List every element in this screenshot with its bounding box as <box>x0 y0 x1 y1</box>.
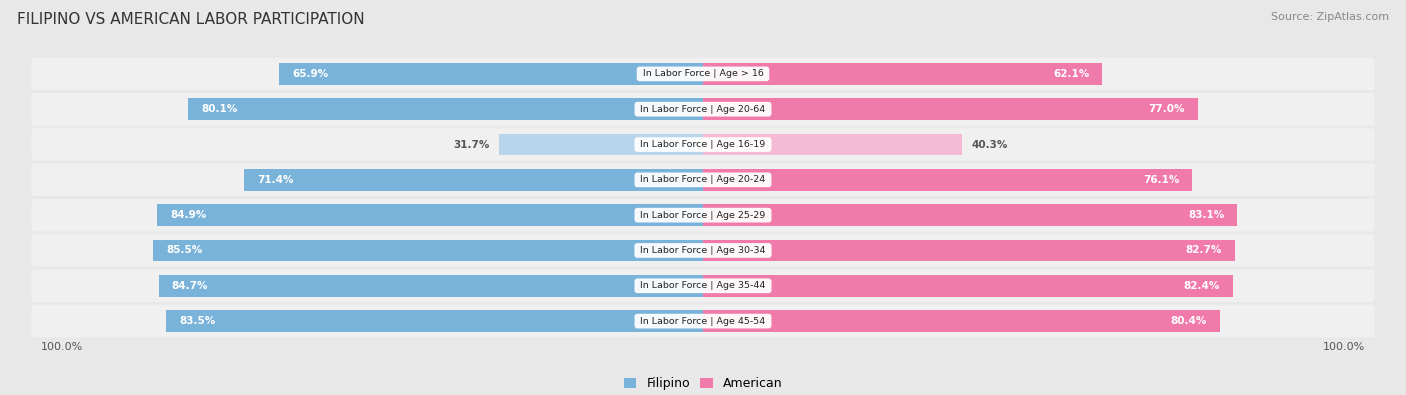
Bar <box>703 239 1234 261</box>
Text: 80.1%: 80.1% <box>201 104 238 114</box>
Text: In Labor Force | Age 16-19: In Labor Force | Age 16-19 <box>637 140 769 149</box>
Bar <box>703 275 1233 297</box>
Text: 76.1%: 76.1% <box>1143 175 1180 185</box>
Text: Source: ZipAtlas.com: Source: ZipAtlas.com <box>1271 12 1389 22</box>
FancyBboxPatch shape <box>31 128 1375 161</box>
Text: 80.4%: 80.4% <box>1171 316 1206 326</box>
Text: 83.1%: 83.1% <box>1188 210 1225 220</box>
Text: 100.0%: 100.0% <box>41 342 83 352</box>
Text: 71.4%: 71.4% <box>257 175 294 185</box>
FancyBboxPatch shape <box>31 269 1375 302</box>
Text: 40.3%: 40.3% <box>972 139 1008 150</box>
Text: In Labor Force | Age 35-44: In Labor Force | Age 35-44 <box>637 281 769 290</box>
Bar <box>703 134 962 156</box>
FancyBboxPatch shape <box>31 234 1375 267</box>
Bar <box>166 310 703 332</box>
Bar <box>159 275 703 297</box>
Text: FILIPINO VS AMERICAN LABOR PARTICIPATION: FILIPINO VS AMERICAN LABOR PARTICIPATION <box>17 12 364 27</box>
Legend: Filipino, American: Filipino, American <box>619 372 787 395</box>
Text: 62.1%: 62.1% <box>1053 69 1090 79</box>
Text: 31.7%: 31.7% <box>453 139 489 150</box>
Text: In Labor Force | Age 45-54: In Labor Force | Age 45-54 <box>637 317 769 325</box>
Text: In Labor Force | Age 20-64: In Labor Force | Age 20-64 <box>637 105 769 114</box>
Text: 84.7%: 84.7% <box>172 281 208 291</box>
Text: 82.4%: 82.4% <box>1184 281 1220 291</box>
Text: 85.5%: 85.5% <box>166 245 202 256</box>
Text: 83.5%: 83.5% <box>179 316 215 326</box>
Bar <box>157 204 703 226</box>
Text: 84.9%: 84.9% <box>170 210 207 220</box>
FancyBboxPatch shape <box>31 164 1375 196</box>
FancyBboxPatch shape <box>31 58 1375 90</box>
Bar <box>188 98 703 120</box>
Bar <box>703 169 1192 191</box>
Bar <box>499 134 703 156</box>
Text: 77.0%: 77.0% <box>1149 104 1185 114</box>
Text: In Labor Force | Age > 16: In Labor Force | Age > 16 <box>640 70 766 78</box>
FancyBboxPatch shape <box>31 199 1375 231</box>
Bar <box>280 63 703 85</box>
FancyBboxPatch shape <box>31 93 1375 126</box>
Text: 82.7%: 82.7% <box>1185 245 1222 256</box>
FancyBboxPatch shape <box>31 305 1375 337</box>
Bar <box>153 239 703 261</box>
Text: 100.0%: 100.0% <box>1323 342 1365 352</box>
Bar <box>245 169 703 191</box>
Text: In Labor Force | Age 25-29: In Labor Force | Age 25-29 <box>637 211 769 220</box>
Text: 65.9%: 65.9% <box>292 69 329 79</box>
Bar <box>703 63 1102 85</box>
Text: In Labor Force | Age 30-34: In Labor Force | Age 30-34 <box>637 246 769 255</box>
Text: In Labor Force | Age 20-24: In Labor Force | Age 20-24 <box>637 175 769 184</box>
Bar <box>703 204 1237 226</box>
Bar <box>703 98 1198 120</box>
Bar <box>703 310 1220 332</box>
